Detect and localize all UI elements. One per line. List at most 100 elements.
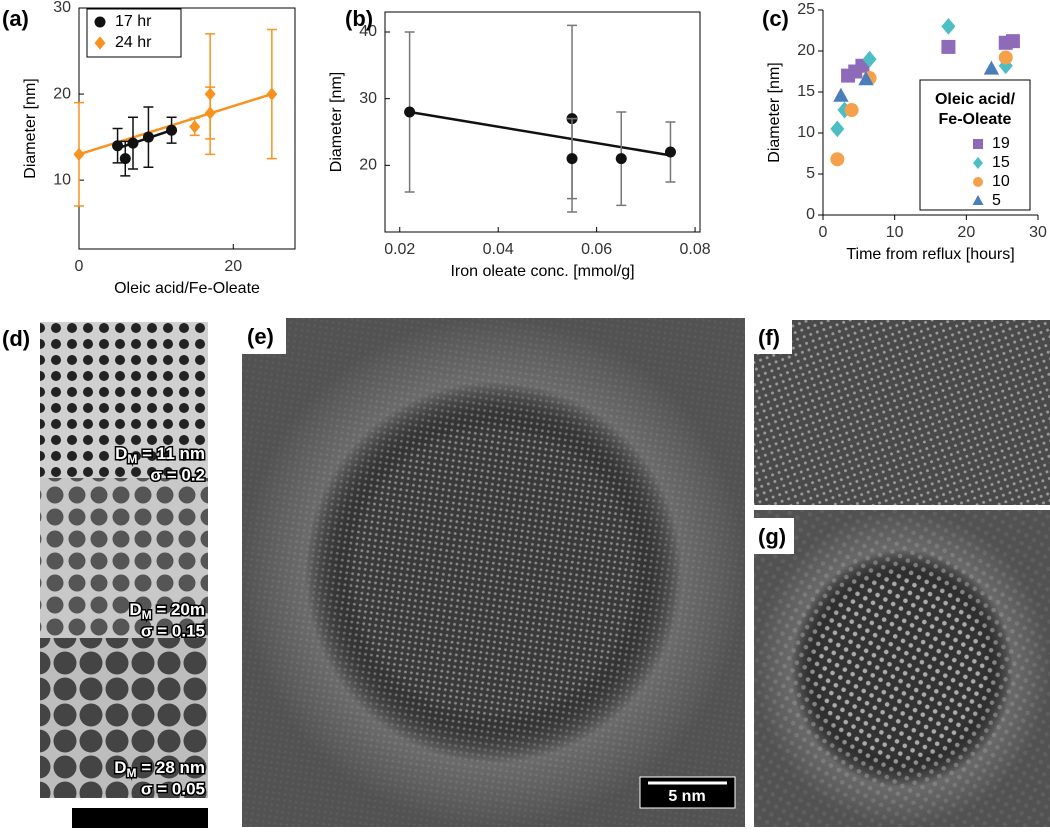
point (664, 146, 676, 158)
label-box (754, 320, 792, 354)
legend-title: Fe-Oleate (939, 111, 1012, 128)
point (112, 140, 124, 152)
panel-f: (f) (754, 320, 1050, 505)
label-box (242, 318, 286, 354)
scale-bar (72, 808, 208, 828)
y-tick-label: 20 (53, 85, 71, 102)
point (830, 152, 845, 167)
x-axis-label: Iron oleate conc. [mmol/g] (450, 263, 634, 280)
legend-label: 10 (992, 173, 1010, 190)
y-tick-label: 30 (359, 90, 377, 107)
y-tick-label: 20 (797, 42, 815, 59)
x-tick-label: 0.04 (483, 241, 514, 258)
y-axis-label: Diameter [nm] (766, 62, 783, 162)
point (862, 50, 877, 68)
panel-label: (f) (758, 325, 780, 350)
y-tick-label: 20 (359, 157, 377, 174)
text: = 11 nm (137, 444, 205, 463)
panel-label: (d) (2, 326, 30, 351)
point (127, 137, 139, 149)
y-tick-label: 40 (359, 23, 377, 40)
scale-label: 5 nm (668, 788, 705, 805)
point (73, 147, 85, 161)
annotation: σ = 0.05 (141, 779, 205, 798)
symbol: D (115, 444, 127, 463)
legend-label: 24 hr (115, 34, 152, 51)
symbol: D (129, 600, 141, 619)
point (566, 153, 578, 165)
micrograph (40, 322, 208, 478)
text: = 20m (152, 600, 205, 619)
point (941, 18, 956, 35)
point (615, 153, 627, 165)
point (833, 87, 849, 102)
point (837, 101, 852, 119)
point (119, 153, 131, 165)
x-tick-label: 30 (1029, 224, 1047, 241)
x-tick-label: 20 (224, 258, 242, 275)
point (404, 106, 416, 118)
subscript: M (142, 608, 152, 622)
point (998, 50, 1013, 65)
point (973, 139, 983, 149)
legend-marker (94, 16, 106, 28)
subscript: M (126, 766, 136, 780)
annotation: DM = 20m (129, 600, 205, 622)
legend-label: 15 (992, 154, 1010, 171)
subscript: M (127, 452, 137, 466)
point (983, 60, 1000, 75)
x-axis-label: Oleic acid/Fe-Oleate (114, 280, 260, 297)
y-tick-label: 15 (797, 83, 815, 100)
point (204, 106, 216, 120)
y-tick-label: 5 (806, 165, 815, 182)
panel-label: (g) (758, 524, 786, 549)
panel-label: (c) (762, 6, 789, 31)
legend-marker (94, 36, 106, 50)
point (1005, 34, 1020, 49)
point (830, 120, 845, 138)
point (266, 87, 278, 101)
x-tick-label: 0.06 (581, 241, 612, 258)
point (844, 103, 859, 118)
x-tick-label: 0 (75, 258, 84, 275)
y-axis-label: Diameter [nm] (328, 72, 345, 172)
text: = 28 nm (136, 758, 205, 777)
panel-label: (a) (2, 6, 29, 31)
label-box (754, 518, 794, 554)
x-tick-label: 0 (819, 224, 828, 241)
y-axis-label: Diameter [nm] (22, 78, 39, 178)
fit-line (78, 92, 273, 156)
legend-label: 19 (992, 135, 1010, 152)
micrograph (40, 638, 208, 798)
point (973, 157, 983, 169)
x-tick-label: 0.02 (384, 241, 415, 258)
point (941, 39, 956, 54)
y-tick-label: 30 (53, 0, 71, 16)
panel-label: (b) (345, 6, 373, 31)
legend-box (86, 8, 182, 58)
annotation: DM = 11 nm (115, 444, 205, 466)
vignette (754, 510, 1050, 827)
x-tick-label: 0.08 (680, 241, 711, 258)
plot-frame (384, 11, 701, 233)
x-tick-label: 10 (886, 224, 904, 241)
point (166, 124, 178, 136)
point (973, 177, 983, 187)
annotation: DM = 28 nm (114, 758, 205, 780)
y-tick-label: 0 (806, 206, 815, 223)
panel-label: (e) (247, 324, 274, 349)
legend-label: 5 (992, 192, 1001, 209)
x-tick-label: 20 (957, 224, 975, 241)
micrograph (40, 478, 208, 638)
point (972, 195, 984, 205)
point (142, 131, 154, 143)
symbol: D (114, 758, 126, 777)
y-tick-label: 10 (53, 171, 71, 188)
point (858, 71, 874, 86)
panel-d: (d) DM = 11 nm σ = 0.2 DM = 20m σ = 0.15… (2, 322, 208, 828)
x-axis-label: Time from reflux [hours] (846, 246, 1014, 263)
point (189, 120, 201, 134)
annotation: σ = 0.2 (150, 465, 205, 484)
